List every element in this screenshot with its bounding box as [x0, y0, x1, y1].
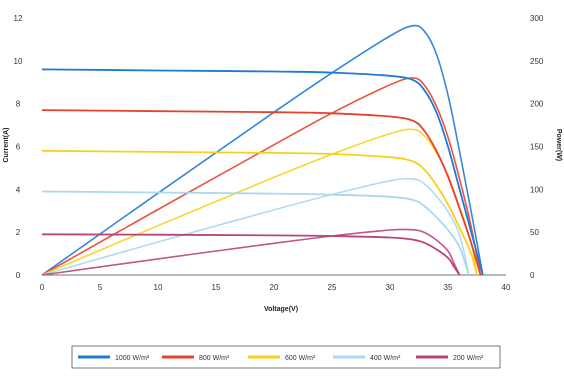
y-right-tick-label: 100 [530, 185, 544, 194]
series-layer [41, 24, 484, 276]
legend-label: 800 W/m² [199, 355, 230, 362]
current-curve-4 [41, 190, 470, 276]
current-curve-2 [41, 109, 482, 276]
current-curve-5 [41, 233, 461, 276]
x-tick-label: 0 [40, 283, 45, 292]
x-tick-label: 25 [328, 283, 337, 292]
x-tick-label: 35 [444, 283, 453, 292]
legend-label: 400 W/m² [370, 355, 401, 362]
y-left-tick-label: 10 [14, 57, 23, 66]
y-left-tick-label: 12 [14, 14, 23, 23]
y-right-tick-label: 0 [530, 271, 535, 280]
y-right-axis-title: Power(W) [555, 129, 562, 161]
x-axis-title: Voltage(V) [264, 306, 298, 313]
y-left-tick-label: 6 [16, 143, 21, 152]
y-right-tick-label: 200 [530, 100, 544, 109]
power-curve-5 [41, 228, 461, 276]
x-tick-label: 30 [386, 283, 395, 292]
x-tick-label: 15 [212, 283, 221, 292]
y-left-axis-title: Current(A) [3, 128, 10, 163]
x-tick-label: 40 [502, 283, 511, 292]
y-left-tick-label: 8 [16, 100, 21, 109]
y-right-tick-label: 300 [530, 14, 544, 23]
legend-label: 600 W/m² [285, 355, 316, 362]
current-curve-1 [41, 68, 484, 276]
y-right-tick-label: 150 [530, 143, 544, 152]
legend: 1000 W/m² 800 W/m² 600 W/m² 400 W/m² 200 W/m… [71, 345, 501, 369]
legend-box [71, 345, 501, 369]
power-curve-2 [41, 77, 482, 276]
y-right-tick-label: 250 [530, 57, 544, 66]
legend-label: 200 W/m² [453, 355, 484, 362]
power-curve-4 [41, 177, 470, 276]
x-tick-label: 10 [154, 283, 163, 292]
x-tick-label: 5 [98, 283, 103, 292]
axes: 0 5 10 15 20 25 30 35 40 0 2 4 6 8 10 12 0 50 100 150 200 250… [14, 14, 544, 292]
legend-label: 1000 W/m² [115, 355, 150, 362]
power-curve-1 [41, 24, 484, 276]
y-left-tick-label: 2 [16, 228, 21, 237]
current-curve-3 [41, 149, 478, 276]
x-tick-label: 20 [270, 283, 279, 292]
y-right-tick-label: 50 [530, 228, 539, 237]
y-left-tick-label: 4 [16, 185, 21, 194]
y-left-tick-label: 0 [16, 271, 21, 280]
